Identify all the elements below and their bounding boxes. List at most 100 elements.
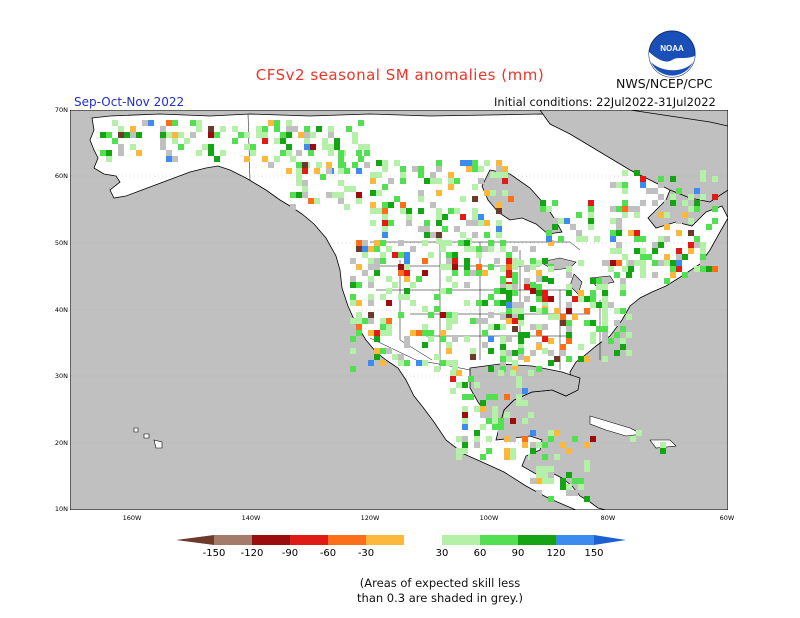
anomaly-cell [338,192,344,198]
anomaly-cell [578,296,584,302]
anomaly-cell [160,138,166,144]
anomaly-cell [196,120,202,126]
anomaly-cell [280,138,286,144]
anomaly-cell [374,240,380,246]
anomaly-cell [688,218,694,224]
anomaly-cell [496,166,502,172]
anomaly-cell [404,288,410,294]
anomaly-cell [688,206,694,212]
anomaly-cell [546,206,552,212]
anomaly-cell [554,430,560,436]
anomaly-cell [512,318,518,324]
anomaly-cell [566,332,572,338]
anomaly-cell [356,192,362,198]
anomaly-cell [510,448,516,454]
anomaly-cell [590,302,596,308]
anomaly-cell [382,202,388,208]
anomaly-cell [398,240,404,246]
anomaly-cell [500,366,506,372]
anomaly-cell [214,132,220,138]
anomaly-cell [688,194,694,200]
anomaly-cell [356,246,362,252]
anomaly-cell [496,208,502,214]
colorbar-label: -60 [319,548,337,559]
anomaly-cell [304,138,310,144]
anomaly-cell [560,314,566,320]
anomaly-cell [510,418,516,424]
anomaly-cell [302,186,308,192]
anomaly-cell [480,406,486,412]
anomaly-cell [472,232,478,238]
anomaly-cell [416,330,422,336]
anomaly-cell [652,272,658,278]
anomaly-cell [482,246,488,252]
anomaly-cell [640,266,646,272]
anomaly-cell [546,218,552,224]
anomaly-cell [536,284,542,290]
anomaly-cell [328,126,334,132]
anomaly-cell [208,144,214,150]
anomaly-cell [456,454,462,460]
anomaly-cell [302,168,308,174]
skill-footnote: (Areas of expected skill less than 0.3 a… [0,576,800,606]
anomaly-cell [208,150,214,156]
anomaly-cell [542,308,548,314]
anomaly-cell [530,324,536,330]
anomaly-cell [358,120,364,126]
anomaly-cell [620,344,626,350]
anomaly-cell [506,336,512,342]
anomaly-cell [490,172,496,178]
anomaly-cell [536,344,542,350]
anomaly-cell [502,166,508,172]
anomaly-cell [572,490,578,496]
anomaly-cell [548,314,554,320]
anomaly-cell [536,330,542,336]
anomaly-cell [484,160,490,166]
anomaly-cell [356,300,362,306]
anomaly-cell [334,138,340,144]
anomaly-cell [628,260,634,266]
anomaly-cell [584,460,590,466]
anomaly-cell [506,308,512,314]
anomaly-cell [502,184,508,190]
anomaly-cell [620,338,626,344]
anomaly-cell [338,198,344,204]
anomaly-cell [536,308,542,314]
anomaly-cell [166,132,172,138]
lon-label: 160W [122,514,142,522]
anomaly-cell [712,176,718,182]
anomaly-cell [552,218,558,224]
anomaly-cell [554,356,560,362]
anomaly-cell [512,360,518,366]
anomaly-cell [452,252,458,258]
anomaly-cell [566,484,572,490]
colorbar-swatch [404,535,442,545]
anomaly-cell [464,282,470,288]
anomaly-cell [528,370,534,376]
anomaly-cell [160,126,166,132]
anomaly-cell [540,206,546,212]
anomaly-cell [256,126,262,132]
lon-label: 80W [600,514,616,522]
anomaly-cell [548,240,554,246]
anomaly-cell [118,150,124,156]
anomaly-cell [694,206,700,212]
anomaly-cell [338,162,344,168]
anomaly-cell [522,388,528,394]
anomaly-cell [262,138,268,144]
anomaly-cell [584,466,590,472]
anomaly-cell [296,168,302,174]
anomaly-cell [350,348,356,354]
anomaly-cell [588,224,594,230]
anomaly-cell [602,302,608,308]
anomaly-cell [502,172,508,178]
anomaly-cell [470,354,476,360]
anomaly-cell [626,350,632,356]
anomaly-cell [670,200,676,206]
anomaly-cell [596,302,602,308]
anomaly-cell [422,324,428,330]
anomaly-cell [552,200,558,206]
anomaly-cell [404,252,410,258]
anomaly-cell [476,252,482,258]
colorbar-swatch [214,535,252,545]
